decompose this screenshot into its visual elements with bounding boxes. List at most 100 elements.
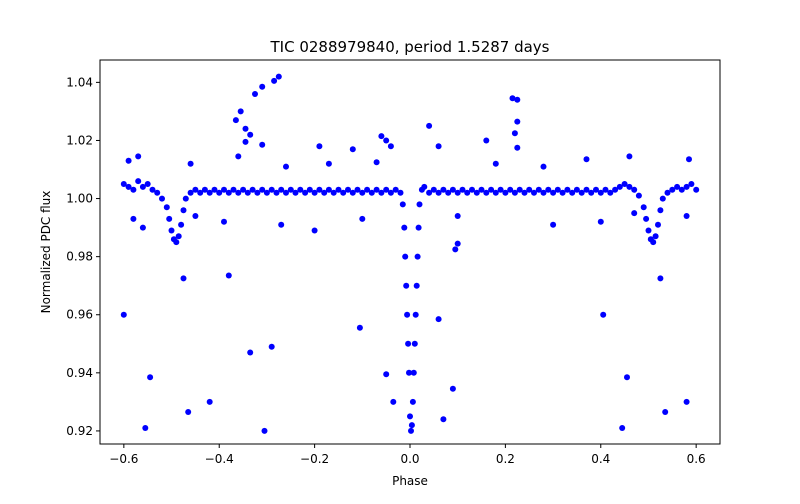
data-point (330, 189, 337, 196)
data-point (249, 186, 256, 193)
data-point (316, 143, 323, 150)
data-point (242, 138, 249, 145)
data-point (488, 186, 495, 193)
data-point (252, 91, 258, 97)
data-point (125, 183, 132, 190)
data-point (655, 221, 661, 228)
data-point (483, 189, 490, 196)
data-point (345, 186, 351, 193)
data-point (139, 183, 146, 190)
x-tick-label: 0.2 (496, 452, 515, 466)
data-point (540, 189, 547, 196)
data-point (626, 153, 633, 160)
data-point (413, 282, 420, 289)
data-point (402, 253, 409, 260)
data-point (163, 204, 170, 211)
data-point (569, 189, 576, 196)
data-point (216, 189, 223, 196)
data-point (235, 189, 242, 196)
data-point (657, 207, 664, 214)
y-tick-label: 0.98 (66, 250, 93, 264)
data-point (390, 398, 397, 405)
data-point (259, 186, 266, 193)
data-point (340, 189, 347, 196)
data-point (669, 186, 676, 193)
data-point (187, 189, 194, 196)
x-tick-label: −0.4 (205, 452, 234, 466)
data-point (130, 215, 137, 222)
data-point (271, 77, 278, 84)
data-point (492, 160, 499, 167)
data-point (652, 233, 659, 240)
data-point (185, 409, 192, 415)
data-point (412, 311, 419, 318)
data-point (483, 137, 490, 144)
data-point (583, 156, 590, 163)
data-point (211, 186, 218, 193)
data-point (514, 144, 521, 151)
data-point (407, 413, 413, 420)
data-point (540, 163, 547, 170)
data-point (173, 239, 180, 246)
data-point (492, 189, 499, 196)
data-point (435, 143, 442, 150)
data-point (247, 131, 254, 138)
data-point (511, 189, 518, 196)
data-point (263, 189, 270, 196)
data-point (325, 186, 332, 193)
x-axis-label: Phase (392, 474, 428, 488)
data-point (201, 186, 208, 193)
data-point (678, 186, 685, 193)
x-tick-label: 0.6 (687, 452, 706, 466)
data-point (408, 422, 415, 429)
data-point (235, 153, 242, 160)
data-point (521, 189, 528, 196)
data-point (445, 189, 452, 196)
data-point (554, 186, 561, 193)
data-point (297, 186, 304, 193)
data-point (130, 186, 137, 193)
data-point (559, 189, 566, 196)
data-point (416, 201, 423, 208)
data-point (180, 207, 187, 214)
data-point (387, 143, 394, 150)
data-point (206, 398, 213, 405)
x-tick-label: 0.0 (400, 452, 419, 466)
data-point (564, 186, 571, 193)
data-point (593, 186, 599, 193)
data-point (354, 186, 361, 193)
data-point (373, 186, 380, 193)
data-point (178, 221, 185, 228)
data-point (359, 215, 366, 222)
data-point (225, 272, 232, 279)
data-point (364, 186, 371, 193)
data-point (247, 349, 254, 356)
data-point (403, 282, 410, 289)
data-point (607, 189, 614, 196)
data-point (383, 137, 390, 144)
data-point (268, 343, 275, 350)
data-point (392, 186, 399, 193)
data-point (573, 186, 580, 193)
data-point (242, 125, 249, 132)
data-point (640, 204, 647, 211)
data-point (449, 385, 456, 392)
data-point (664, 189, 671, 196)
data-point (259, 141, 266, 148)
data-point (321, 189, 328, 196)
data-point (430, 186, 437, 193)
data-point (435, 189, 442, 196)
data-point (452, 246, 459, 253)
data-point (120, 181, 127, 187)
data-point (302, 189, 309, 196)
data-point (383, 371, 390, 378)
data-point (356, 324, 363, 331)
data-point (387, 189, 394, 196)
chart-title: TIC 0288979840, period 1.5287 days (269, 38, 549, 56)
data-point (514, 118, 521, 125)
data-point (535, 186, 542, 193)
data-point (261, 427, 268, 434)
data-point (469, 186, 475, 193)
data-point (511, 130, 518, 137)
